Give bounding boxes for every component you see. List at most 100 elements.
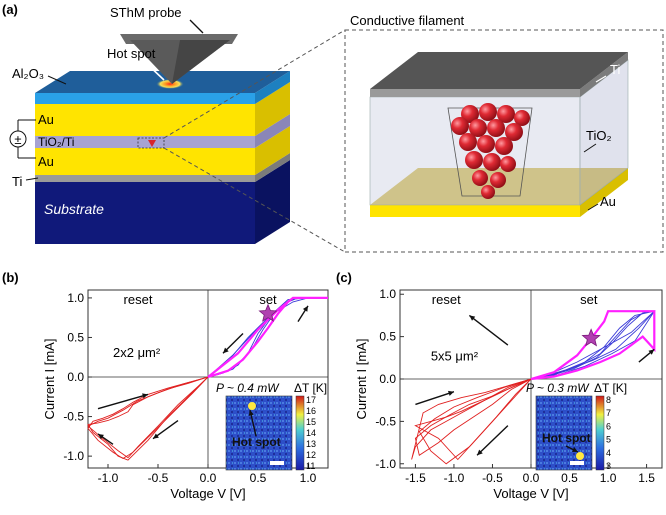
- label-al2o3: Al₂O₃: [12, 66, 44, 81]
- area-label: 5x5 μm²: [431, 348, 479, 363]
- sphere: [481, 185, 495, 199]
- x-tick-label: 0.5: [561, 471, 578, 485]
- probe-label: SThM probe: [110, 5, 182, 20]
- au-top-front: [35, 104, 255, 136]
- arrow-head: [477, 449, 483, 456]
- arrow-head: [153, 433, 159, 439]
- inset-label-tio2: TiO₂: [586, 128, 612, 143]
- series-line: [418, 378, 532, 465]
- colorbar-tick-label: 5: [606, 435, 611, 445]
- source-symbol: ±: [14, 132, 21, 147]
- colorbar-tick-label: 13: [306, 439, 316, 449]
- y-tick-label: -0.5: [63, 410, 84, 424]
- colorbar-tick-label: 3: [606, 461, 611, 471]
- series-line: [530, 310, 656, 380]
- sphere: [495, 137, 513, 155]
- probe-label-leader: [189, 19, 204, 34]
- ti-side: [255, 153, 290, 182]
- y-tick-label: 1.0: [379, 287, 396, 301]
- sphere: [479, 103, 497, 121]
- colorbar-tick-label: 4: [606, 448, 611, 458]
- y-tick-label: 0.5: [379, 330, 396, 344]
- area-label: 2x2 μm²: [113, 345, 161, 360]
- hotspot-label: Hot spot: [107, 46, 156, 61]
- x-axis-label: Voltage V [V]: [170, 486, 245, 501]
- sphere: [465, 151, 483, 169]
- panel-a-label: (a): [2, 2, 18, 17]
- colorbar-tick-label: 12: [306, 450, 316, 460]
- arrow-head: [572, 447, 578, 452]
- label-au-top: Au: [38, 112, 54, 127]
- x-tick-label: 1.0: [600, 471, 617, 485]
- x-tick-label: -0.5: [148, 471, 169, 485]
- label-tio2-ti: TiO₂/Ti: [38, 135, 74, 149]
- inset-tio2-leader: [583, 143, 597, 153]
- inset-ti-side: [580, 52, 628, 97]
- panel-c-chart: (c) -1.5 -1.0 -0.5 0.0 0.5 1.0 1.5 1.0 0.5 0.0 -0.…: [336, 270, 663, 501]
- x-tick-label: -0.5: [482, 471, 503, 485]
- y-axis-label: Current I [mA]: [354, 339, 369, 420]
- zoom-line-top: [163, 29, 346, 139]
- colorbar-label: ΔT [K]: [294, 381, 327, 395]
- direction-arrow: [248, 409, 257, 437]
- direction-arrow: [415, 390, 455, 406]
- substrate-side: [255, 160, 290, 244]
- voltage-source: ±: [9, 119, 36, 159]
- arrow-shaft: [97, 393, 149, 410]
- panel-b-label: (b): [2, 270, 19, 285]
- inset-au-side: [580, 168, 628, 217]
- sphere: [469, 119, 487, 137]
- sphere: [500, 156, 516, 172]
- y-axis-label: Current I [mA]: [42, 339, 57, 420]
- arrow-head: [248, 410, 254, 416]
- marker-star: [581, 328, 601, 347]
- sphere: [497, 105, 515, 123]
- colorbar-tick-label: 17: [306, 395, 316, 405]
- colorbar-tick-label: 11: [306, 461, 315, 471]
- inset-ti-front: [370, 89, 580, 97]
- probe-tip-shade: [172, 40, 230, 84]
- thermal-hotspot: [576, 452, 584, 460]
- label-au-bottom: Au: [38, 154, 54, 169]
- arrow-head: [98, 433, 104, 440]
- scale-bar: [570, 461, 584, 465]
- power-label: P ~ 0.3 mW: [526, 381, 590, 395]
- sphere: [459, 133, 477, 151]
- sphere: [487, 119, 505, 137]
- ti-leader: [25, 177, 39, 181]
- al2o3-front: [35, 93, 255, 104]
- y-tick-label: 0.5: [67, 330, 84, 344]
- x-tick-label: -1.0: [444, 471, 465, 485]
- filament-marker: [148, 140, 156, 147]
- direction-arrow: [97, 433, 114, 445]
- y-tick-label: -1.0: [63, 449, 84, 463]
- al2o3-leader: [47, 75, 67, 85]
- y-tick-label: -0.5: [375, 414, 396, 428]
- inset-au-leader: [587, 203, 599, 211]
- series-line: [530, 310, 656, 381]
- power-label: P ~ 0.4 mW: [216, 381, 280, 395]
- sphere: [472, 170, 488, 186]
- colorbar: [595, 395, 605, 471]
- x-tick-label: 1.0: [300, 471, 317, 485]
- sphere: [483, 153, 501, 171]
- sphere: [461, 105, 479, 123]
- arrow-head: [447, 390, 454, 396]
- inset-ti-leader: [595, 75, 607, 83]
- source-circle: [9, 130, 27, 148]
- region-label-reset: reset: [124, 292, 153, 307]
- inset-tio2-side: [579, 59, 629, 206]
- hotspot-leader: [144, 61, 165, 81]
- au-bottom-side: [255, 126, 290, 175]
- inset-title: Conductive filament: [350, 13, 465, 28]
- tio2-side: [255, 114, 290, 148]
- arrow-head: [223, 347, 229, 354]
- sphere: [505, 123, 523, 141]
- sphere: [451, 117, 469, 135]
- inset-label-au: Au: [600, 194, 616, 209]
- region-label-set: set: [259, 292, 277, 307]
- x-axis-label: Voltage V [V]: [493, 486, 568, 501]
- filament-inset: Conductive filament: [344, 13, 664, 253]
- direction-arrow: [638, 348, 655, 363]
- inset-filament: [447, 103, 533, 199]
